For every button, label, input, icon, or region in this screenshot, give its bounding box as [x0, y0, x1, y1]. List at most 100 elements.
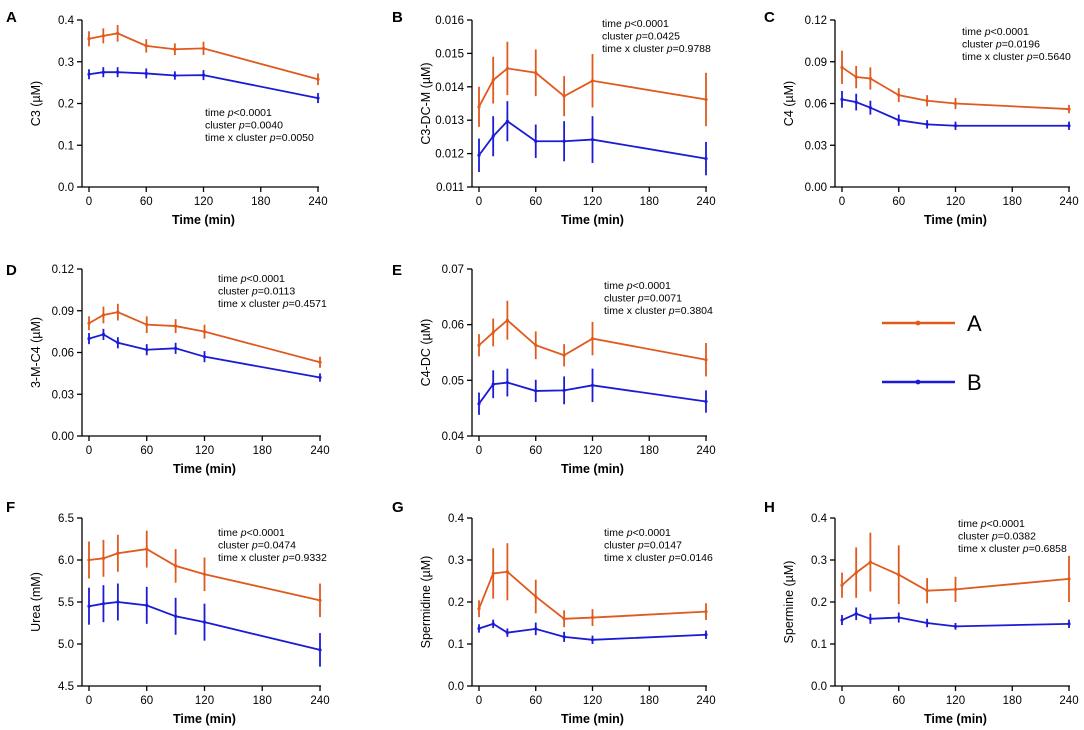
stat-line-f-0: time p<0.0001 — [218, 527, 285, 539]
y-tick-label-f-0: 4.5 — [58, 681, 74, 693]
data-point-c-a-4 — [925, 99, 929, 103]
stat-line-d-2: time x cluster p=0.4571 — [218, 298, 327, 310]
y-tick-label-g-0: 0.0 — [448, 681, 464, 693]
data-point-g-b-0 — [477, 626, 481, 631]
x-tick-label-f-4: 240 — [310, 695, 329, 707]
data-point-h-b-1 — [854, 612, 858, 616]
x-tick-label-b-3: 180 — [640, 196, 659, 208]
data-point-g-a-6 — [704, 610, 708, 614]
y-tick-label-e-0: 0.04 — [442, 431, 465, 443]
y-tick-label-b-3: 0.014 — [435, 82, 464, 94]
x-tick-label-h-0: 0 — [839, 695, 845, 707]
x-tick-label-f-0: 0 — [86, 695, 92, 707]
data-point-e-b-3 — [534, 389, 538, 393]
y-tick-label-c-1: 0.03 — [805, 140, 827, 152]
data-point-d-b-3 — [145, 348, 149, 352]
x-axis-title-g: Time (min) — [561, 712, 624, 726]
data-point-c-b-0 — [840, 97, 844, 101]
y-tick-label-f-4: 6.5 — [58, 513, 74, 525]
data-point-c-a-0 — [840, 65, 844, 69]
panel-letter-f: F — [6, 499, 15, 516]
y-tick-label-h-0: 0.0 — [811, 681, 827, 693]
y-tick-label-h-3: 0.3 — [811, 555, 827, 567]
y-tick-label-a-3: 0.3 — [58, 57, 74, 69]
data-point-g-b-4 — [562, 635, 566, 639]
data-point-d-b-4 — [174, 346, 178, 350]
y-tick-label-b-1: 0.012 — [435, 149, 464, 161]
data-point-f-a-6 — [318, 598, 322, 602]
y-tick-label-f-2: 5.5 — [58, 597, 74, 609]
y-axis-title-h: Spermine (µM) — [782, 561, 796, 644]
x-tick-label-d-0: 0 — [86, 445, 92, 457]
data-point-h-b-5 — [953, 624, 958, 628]
x-tick-label-h-4: 240 — [1059, 695, 1078, 707]
data-point-a-b-1 — [101, 70, 105, 74]
data-point-g-b-6 — [704, 633, 708, 637]
data-point-b-b-0 — [477, 153, 481, 157]
panel-letter-b: B — [392, 9, 403, 26]
y-tick-label-a-4: 0.4 — [58, 15, 75, 27]
data-point-f-b-5 — [202, 620, 207, 624]
y-tick-label-h-4: 0.4 — [811, 513, 828, 525]
x-tick-label-b-1: 60 — [529, 196, 542, 208]
legend-label-b: B — [967, 370, 982, 395]
legend-label-a: A — [967, 311, 982, 336]
data-point-f-a-0 — [87, 558, 91, 562]
data-point-b-b-2 — [505, 119, 509, 123]
data-point-c-b-3 — [897, 118, 901, 122]
data-point-h-a-5 — [953, 587, 958, 592]
x-tick-label-e-2: 120 — [583, 445, 602, 457]
data-point-c-a-1 — [854, 75, 858, 79]
data-point-e-a-0 — [477, 343, 481, 347]
x-axis-title-c: Time (min) — [924, 213, 987, 227]
panel-c: C 0.00 0.03 0.06 0.09 0.12 0 60 120 180 240 Time (m… — [764, 9, 1079, 227]
data-point-d-a-5 — [202, 330, 207, 334]
data-point-h-a-0 — [840, 583, 844, 587]
x-tick-label-f-3: 180 — [253, 695, 272, 707]
stat-line-a-0: time p<0.0001 — [205, 107, 272, 119]
x-tick-label-d-3: 180 — [253, 445, 272, 457]
data-point-d-b-0 — [87, 336, 91, 341]
data-point-f-b-6 — [318, 648, 322, 652]
y-tick-label-h-2: 0.2 — [811, 597, 827, 609]
stat-line-c-2: time x cluster p=0.5640 — [962, 51, 1071, 63]
stat-line-b-2: time x cluster p=0.9788 — [602, 43, 711, 55]
y-tick-label-e-2: 0.06 — [442, 320, 464, 332]
data-point-b-a-3 — [534, 71, 538, 75]
data-point-e-a-5 — [590, 336, 595, 341]
data-point-a-b-3 — [144, 71, 148, 76]
data-point-a-a-0 — [87, 37, 91, 41]
y-tick-label-d-0: 0.00 — [52, 431, 74, 443]
y-tick-label-g-1: 0.1 — [448, 639, 464, 651]
y-tick-label-g-2: 0.2 — [448, 597, 464, 609]
x-tick-label-b-2: 120 — [583, 196, 602, 208]
data-point-c-b-5 — [953, 124, 958, 128]
y-axis-title-e: C4-DC (µM) — [419, 319, 433, 387]
data-point-f-a-4 — [174, 564, 178, 568]
data-point-a-a-3 — [144, 44, 148, 48]
data-point-a-b-4 — [173, 73, 177, 78]
y-tick-label-e-3: 0.07 — [442, 264, 464, 276]
y-tick-label-c-2: 0.06 — [805, 99, 827, 111]
x-tick-label-e-4: 240 — [696, 445, 715, 457]
data-point-g-a-4 — [562, 617, 566, 621]
data-point-f-b-2 — [116, 600, 120, 604]
x-tick-label-a-3: 180 — [251, 196, 270, 208]
data-point-d-a-0 — [87, 321, 91, 325]
panel-e: E 0.04 0.05 0.06 0.07 0 60 120 180 240 Time (min) C… — [392, 262, 716, 476]
x-tick-label-e-0: 0 — [476, 445, 482, 457]
data-point-h-a-4 — [925, 589, 929, 593]
x-axis-title-b: Time (min) — [561, 213, 624, 227]
stat-line-h-1: cluster p=0.0382 — [958, 531, 1036, 543]
data-point-c-b-6 — [1067, 124, 1071, 128]
y-axis-title-f: Urea (mM) — [29, 572, 43, 632]
data-point-a-a-6 — [316, 77, 320, 81]
x-axis-title-e: Time (min) — [561, 462, 624, 476]
legend-marker-a — [915, 320, 921, 326]
x-tick-label-a-1: 60 — [140, 196, 153, 208]
data-point-d-b-1 — [101, 332, 106, 337]
x-tick-label-c-1: 60 — [892, 196, 905, 208]
data-point-f-b-0 — [87, 604, 91, 608]
y-axis-title-g: Spermidine (µM) — [419, 556, 433, 649]
data-point-b-b-6 — [704, 157, 708, 161]
